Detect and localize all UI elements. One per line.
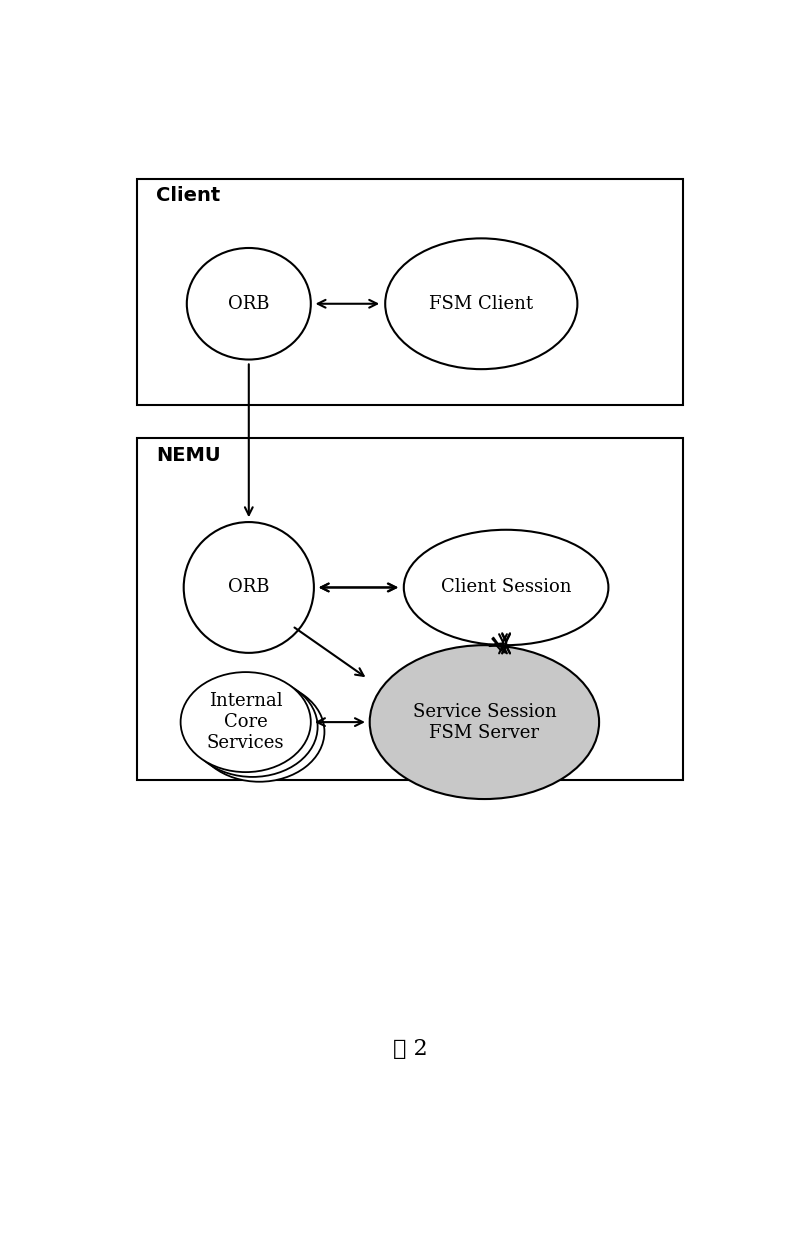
Text: Client: Client	[156, 186, 220, 205]
Text: FSM Client: FSM Client	[430, 295, 534, 312]
Text: Internal
Core
Services: Internal Core Services	[207, 692, 285, 752]
Ellipse shape	[370, 646, 599, 799]
Text: Service Session
FSM Server: Service Session FSM Server	[413, 703, 556, 742]
Text: Client Session: Client Session	[441, 578, 571, 597]
Text: ORB: ORB	[228, 578, 270, 597]
Text: ORB: ORB	[228, 295, 270, 312]
Text: 图 2: 图 2	[393, 1038, 427, 1060]
Ellipse shape	[386, 239, 578, 370]
Text: NEMU: NEMU	[156, 446, 221, 465]
FancyBboxPatch shape	[138, 179, 682, 405]
Ellipse shape	[184, 522, 314, 653]
Ellipse shape	[404, 530, 609, 646]
Ellipse shape	[186, 249, 310, 360]
Ellipse shape	[181, 672, 310, 772]
FancyBboxPatch shape	[138, 438, 682, 779]
Ellipse shape	[187, 677, 318, 777]
Ellipse shape	[194, 682, 325, 782]
